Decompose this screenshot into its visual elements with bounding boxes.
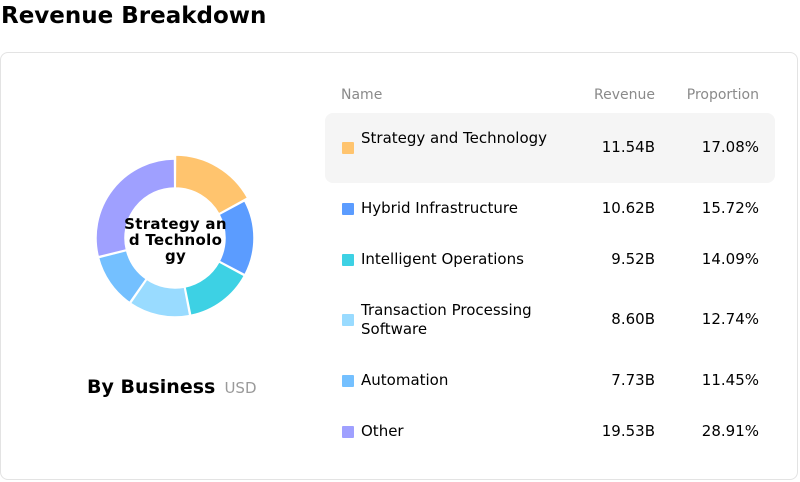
row-revenue: 10.62B (601, 198, 655, 217)
legend-row[interactable]: Hybrid Infrastructure 10.62B 15.72% (325, 183, 775, 234)
row-revenue: 7.73B (611, 370, 655, 389)
row-name: Hybrid Infrastructure (361, 198, 518, 217)
legend-swatch (342, 314, 354, 326)
legend-swatch (342, 202, 354, 215)
row-name: Intelligent Operations (361, 249, 524, 268)
row-revenue: 19.53B (601, 421, 655, 440)
column-header-revenue: Revenue (594, 87, 655, 103)
row-proportion: 28.91% (701, 421, 759, 440)
row-proportion: 14.09% (701, 249, 759, 268)
donut-slice-strategy-and-technology[interactable] (174, 154, 249, 215)
legend-swatch (342, 374, 354, 387)
row-revenue: 9.52B (611, 249, 655, 268)
row-revenue: 8.60B (611, 310, 655, 328)
donut-slice-other[interactable] (95, 158, 176, 258)
row-name: Transaction Processing Software (361, 301, 532, 338)
column-header-name: Name (341, 87, 383, 103)
donut-slice-automation[interactable] (97, 249, 148, 304)
row-name: Other (361, 421, 404, 440)
legend-swatch (342, 425, 354, 438)
row-name: Strategy and Technology (361, 129, 548, 147)
row-proportion: 15.72% (701, 198, 759, 217)
legend-row[interactable]: Transaction Processing Software 8.60B 12.7… (325, 285, 775, 355)
donut-center-label: Strategy and Technology (124, 215, 227, 265)
donut-svg (95, 154, 255, 318)
donut-slice-hybrid-infrastructure[interactable] (218, 199, 255, 276)
donut-slice-transaction-processing-software[interactable] (129, 278, 191, 318)
column-header-proportion: Proportion (686, 87, 759, 103)
row-proportion: 17.08% (701, 138, 759, 156)
donut-slice-intelligent-operations[interactable] (184, 260, 246, 317)
chart-unit: USD (224, 379, 257, 397)
row-proportion: 11.45% (701, 370, 759, 389)
legend-row[interactable]: Strategy and Technology 11.54B 17.08% (325, 113, 775, 183)
legend-row[interactable]: Automation 7.73B 11.45% (325, 355, 775, 406)
chart-title: By Business (87, 376, 216, 398)
row-proportion: 12.74% (701, 310, 759, 328)
row-revenue: 11.54B (601, 138, 655, 156)
legend-row[interactable]: Intelligent Operations 9.52B 14.09% (325, 234, 775, 285)
row-name: Automation (361, 370, 449, 389)
donut-chart (93, 153, 257, 323)
page-title: Revenue Breakdown (1, 3, 267, 29)
chart-caption: By Business USD (87, 376, 257, 398)
legend-swatch (342, 253, 354, 266)
legend-row[interactable]: Other 19.53B 28.91% (325, 406, 775, 457)
legend-swatch (342, 142, 354, 154)
